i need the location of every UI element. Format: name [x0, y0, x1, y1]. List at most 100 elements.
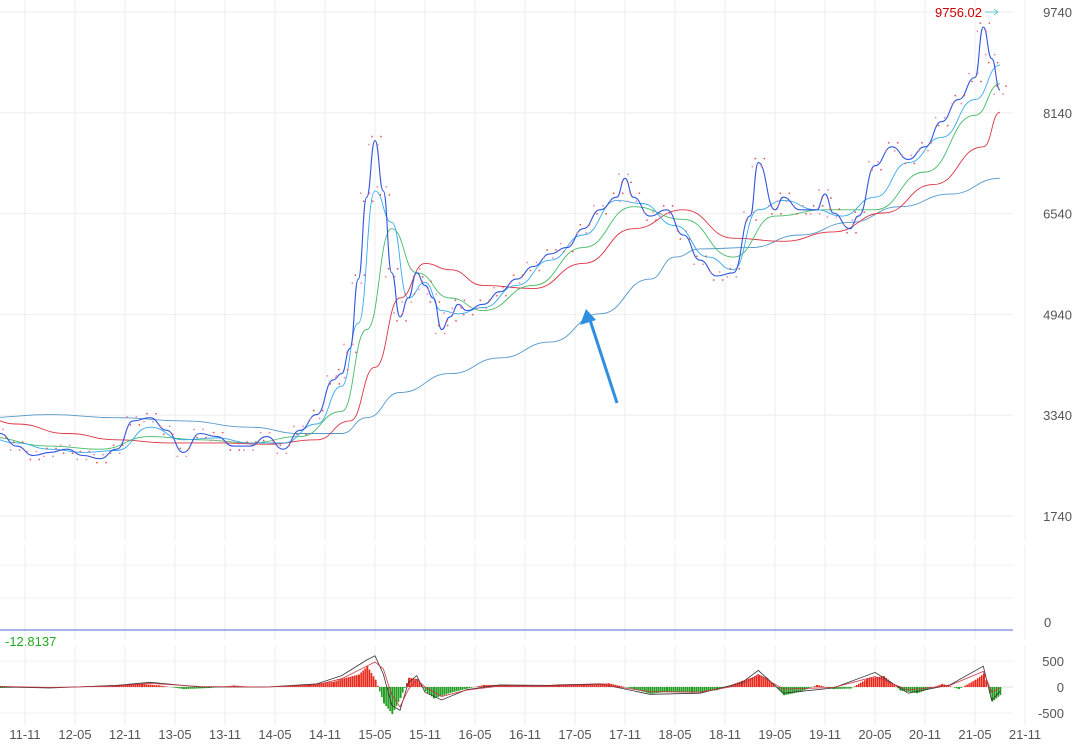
price-dot: [529, 269, 532, 272]
price-dot: [259, 431, 262, 434]
histogram-bar: [968, 683, 970, 687]
histogram-bar: [368, 669, 371, 687]
histogram-bar: [953, 687, 956, 688]
histogram-bar: [699, 687, 702, 692]
price-dot: [626, 200, 629, 203]
histogram-bar: [487, 684, 489, 687]
histogram-bar: [660, 687, 662, 693]
price-dot: [326, 375, 329, 377]
price-dot: [59, 444, 62, 447]
histogram-bar: [684, 687, 687, 693]
histogram-bar: [203, 687, 205, 689]
price-dot: [863, 211, 866, 214]
histogram-bar: [658, 687, 660, 693]
histogram-bar: [885, 677, 887, 687]
histogram-bar: [610, 683, 612, 687]
histogram-bar: [676, 687, 679, 693]
price-dot: [593, 204, 595, 207]
histogram-bar: [147, 684, 150, 687]
price-dot: [543, 257, 545, 259]
x-tick-label: 13-05: [158, 727, 191, 742]
histogram-bar: [583, 683, 585, 687]
histogram-bar: [210, 687, 212, 688]
histogram-bar: [339, 679, 341, 687]
histogram-bar: [758, 675, 760, 687]
histogram-bar: [770, 682, 773, 687]
histogram-bar: [322, 682, 324, 687]
histogram-bar: [897, 687, 899, 689]
price-dot: [229, 449, 232, 451]
histogram-bar: [736, 682, 739, 687]
price-dot: [996, 85, 998, 88]
price-dot: [746, 219, 748, 222]
price-dot: [579, 223, 582, 226]
histogram-bar: [587, 683, 589, 687]
price-dot: [446, 320, 448, 322]
histogram-bar: [151, 684, 154, 687]
price-dot: [468, 305, 471, 308]
price-dot: [455, 320, 457, 322]
histogram-bar: [303, 684, 305, 687]
price-dot: [255, 441, 257, 443]
histogram-bar: [464, 687, 466, 690]
histogram-bar: [341, 678, 344, 687]
price-dot: [288, 444, 291, 447]
price-dot: [559, 242, 562, 245]
histogram-bar: [709, 687, 712, 691]
histogram-bar: [766, 678, 769, 687]
price-dot: [243, 449, 245, 451]
histogram-bar: [820, 685, 823, 687]
price-dot: [854, 211, 857, 214]
price-dot: [235, 441, 238, 443]
histogram-bar: [387, 687, 389, 709]
histogram-bar: [918, 687, 921, 693]
histogram-bar: [140, 683, 143, 687]
histogram-bar: [870, 678, 873, 687]
histogram-bar: [876, 677, 879, 687]
price-dot: [927, 149, 929, 152]
histogram-bar: [768, 680, 771, 687]
price-dot: [404, 293, 407, 295]
price-dot: [860, 219, 863, 222]
price-dot: [368, 192, 371, 195]
histogram-bar: [652, 687, 654, 694]
price-dot: [459, 305, 462, 308]
price-dot: [502, 286, 504, 289]
x-tick-label: 20-11: [909, 727, 941, 742]
price-dot: [85, 458, 88, 461]
price-dot: [355, 351, 357, 354]
histogram-bar: [208, 687, 210, 689]
price-dot: [571, 250, 574, 253]
price-dot: [426, 293, 429, 295]
histogram-bar: [330, 682, 332, 687]
price-dot: [805, 212, 807, 215]
histogram-bar: [483, 684, 485, 687]
histogram-bar: [422, 687, 425, 688]
histogram-bar: [153, 685, 156, 687]
price-dot: [152, 420, 154, 423]
histogram-bar: [353, 675, 356, 687]
bottom-panel-y-axis: 500 0 -500: [1038, 654, 1064, 721]
price-dot: [360, 282, 363, 285]
histogram-bar: [201, 687, 203, 689]
price-dot: [26, 450, 29, 453]
price-dot: [852, 223, 854, 226]
price-dot: [576, 231, 579, 234]
price-dot: [979, 22, 982, 25]
price-dot: [268, 431, 271, 434]
histogram-bar: [816, 684, 819, 687]
price-dot: [218, 439, 221, 442]
histogram-bar: [205, 687, 207, 689]
histogram-bar: [650, 687, 652, 694]
histogram-bar: [308, 684, 310, 687]
histogram-bar: [397, 687, 400, 703]
price-dot: [205, 436, 207, 439]
price-dot: [146, 412, 148, 415]
histogram-bar: [185, 687, 187, 689]
price-dot: [68, 444, 71, 447]
price-dot: [655, 219, 657, 222]
price-dot: [387, 267, 390, 270]
histogram-bar: [989, 687, 991, 694]
histogram-bar: [979, 676, 981, 687]
price-dot: [460, 307, 463, 310]
